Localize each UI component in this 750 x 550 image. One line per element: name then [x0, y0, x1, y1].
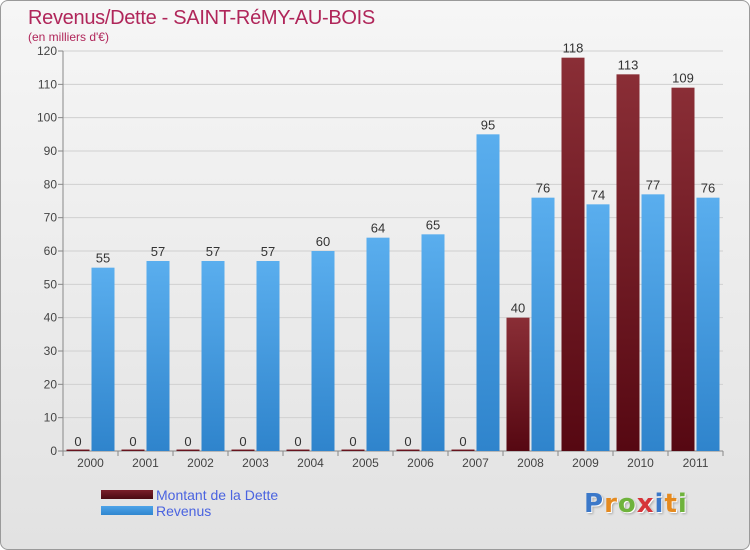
logo-letter: x [636, 489, 655, 519]
bar-dette [176, 449, 200, 451]
x-tick-label: 2003 [242, 456, 269, 470]
bar-dette [341, 449, 365, 451]
data-label-dette: 0 [74, 434, 81, 449]
logo-letter: i [654, 489, 665, 519]
y-tick-label: 80 [44, 177, 58, 191]
y-tick-label: 30 [44, 344, 58, 358]
data-label-revenus: 95 [481, 117, 495, 132]
legend-swatch-revenus [101, 506, 153, 515]
bar-revenus [641, 194, 665, 452]
bar-dette [561, 57, 585, 452]
bar-dette [231, 449, 255, 451]
y-tick-label: 40 [44, 311, 58, 325]
y-tick-label: 120 [37, 44, 57, 58]
data-label-dette: 0 [184, 434, 191, 449]
bar-dette [286, 449, 310, 451]
data-label-dette: 0 [239, 434, 246, 449]
logo-letter: r [604, 489, 618, 519]
x-tick-label: 2005 [352, 456, 379, 470]
bar-dette [671, 87, 695, 452]
proxiti-logo: Proxiti [584, 489, 688, 519]
data-label-dette: 0 [129, 434, 136, 449]
y-tick-label: 90 [44, 144, 58, 158]
y-tick-label: 20 [44, 377, 58, 391]
data-label-dette: 0 [349, 434, 356, 449]
bar-dette [451, 449, 475, 451]
x-tick-label: 2009 [572, 456, 599, 470]
bar-revenus [476, 134, 500, 452]
data-label-dette: 0 [294, 434, 301, 449]
bar-revenus [256, 261, 280, 451]
data-label-revenus: 76 [536, 181, 550, 196]
y-tick-label: 110 [38, 77, 57, 91]
x-tick-label: 2006 [407, 456, 434, 470]
bar-revenus [696, 197, 720, 451]
data-label-revenus: 65 [426, 217, 440, 232]
bar-dette [616, 74, 640, 451]
x-tick-label: 2002 [187, 456, 214, 470]
y-tick-label: 60 [44, 244, 58, 258]
data-label-revenus: 74 [591, 187, 605, 202]
data-label-dette: 0 [459, 434, 466, 449]
data-label-revenus: 64 [371, 221, 385, 236]
bar-revenus [91, 267, 115, 451]
bar-dette [121, 449, 145, 451]
chart-title: Revenus/Dette - SAINT-RéMY-AU-BOIS [28, 7, 375, 29]
y-tick-label: 50 [44, 277, 58, 291]
bar-revenus [311, 251, 335, 451]
bar-revenus [586, 204, 610, 451]
data-label-dette: 113 [618, 57, 639, 72]
data-label-dette: 40 [511, 301, 525, 316]
x-tick-label: 2001 [132, 456, 159, 470]
chart-subtitle: (en milliers d'€) [28, 30, 109, 44]
data-label-revenus: 76 [701, 181, 715, 196]
bar-dette [66, 449, 90, 451]
y-tick-label: 70 [44, 211, 58, 225]
data-label-revenus: 57 [151, 244, 165, 259]
bar-revenus [421, 234, 445, 451]
bar-dette [396, 449, 420, 451]
logo-letter: i [677, 489, 688, 519]
data-label-revenus: 57 [261, 244, 275, 259]
legend-label-dette: Montant de la Dette [156, 487, 279, 503]
logo-letter: o [617, 489, 637, 519]
bar-dette [506, 317, 530, 451]
y-tick-label: 10 [44, 411, 58, 425]
x-tick-label: 2008 [517, 456, 544, 470]
data-label-dette: 0 [404, 434, 411, 449]
data-label-revenus: 77 [646, 177, 660, 192]
data-label-dette: 118 [563, 41, 584, 56]
x-tick-label: 2007 [462, 456, 489, 470]
x-tick-label: 2000 [77, 456, 104, 470]
bar-revenus [366, 237, 390, 451]
logo-letter: P [584, 489, 605, 519]
x-tick-label: 2004 [297, 456, 324, 470]
legend-swatch-dette [101, 490, 153, 499]
data-label-revenus: 55 [96, 251, 110, 266]
x-tick-label: 2011 [683, 456, 709, 470]
data-label-revenus: 60 [316, 234, 330, 249]
data-label-revenus: 57 [206, 244, 220, 259]
logo-letter: t [664, 489, 678, 519]
legend-label-revenus: Revenus [156, 503, 212, 519]
x-tick-label: 2010 [627, 456, 654, 470]
bar-revenus [531, 197, 555, 451]
bar-revenus [146, 261, 170, 451]
data-label-dette: 109 [672, 71, 694, 86]
y-tick-label: 100 [37, 111, 57, 125]
y-tick-label: 0 [50, 444, 57, 458]
bar-revenus [201, 261, 225, 451]
